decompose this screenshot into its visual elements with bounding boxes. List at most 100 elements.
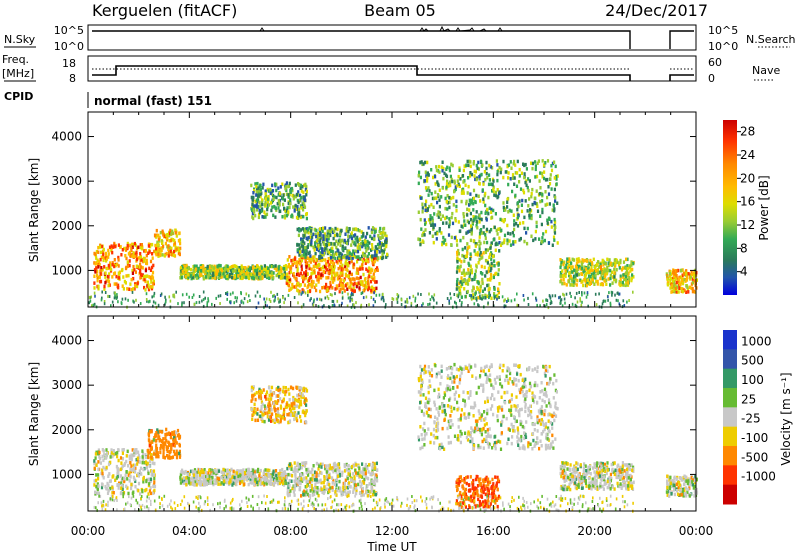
echo-cell [488,263,491,267]
echo-cell [103,284,106,289]
echo-cell [209,275,212,280]
echo-cell [106,491,110,495]
echo-cell [149,275,152,280]
echo-cell [150,286,154,291]
echo-cell [206,474,209,479]
echo-cell [586,259,589,263]
echo-cell [164,442,167,446]
echo-cell [207,299,210,303]
echo-cell [493,264,496,268]
echo-cell [304,249,307,253]
echo-cell [431,295,433,299]
echo-cell [162,441,165,445]
echo-cell [114,291,116,295]
echo-cell [609,276,612,281]
echo-cell [319,258,322,263]
echo-cell [487,211,490,216]
echo-cell [486,278,489,282]
echo-cell [360,303,363,307]
echo-cell [272,264,275,269]
echo-cell [310,279,313,284]
echo-cell [231,264,235,269]
echo-cell [128,287,131,291]
echo-cell [604,273,607,277]
echo-cell [436,231,439,236]
echo-cell [500,218,504,222]
echo-cell [111,263,114,267]
echo-cell [111,300,114,304]
echo-cell [100,298,103,302]
echo-cell [619,274,622,278]
echo-cell [669,270,672,274]
echo-cell [454,185,457,189]
echo-cell [374,256,377,260]
echo-cell [165,233,168,238]
echo-cell [97,265,100,269]
echo-cell [485,270,488,274]
echo-cell [497,268,500,272]
echo-cell [272,482,275,486]
echo-cell [370,228,373,232]
echo-cell [187,266,190,270]
echo-cell [178,248,181,253]
echo-cell [583,273,586,278]
echo-cell [492,187,495,192]
echo-cell [465,163,468,167]
echo-cell [666,277,669,282]
echo-cell [460,303,463,307]
echo-cell [369,270,372,275]
echo-cell [621,280,624,285]
echo-cell [512,240,515,244]
echo-cell [550,168,554,173]
echo-cell [385,242,388,247]
echo-cell [487,283,490,287]
echo-cell [346,251,349,256]
echo-cell [511,230,514,235]
echo-cell [299,215,302,220]
echo-cell [555,182,558,186]
echo-cell [328,463,331,468]
echo-cell [427,193,430,197]
echo-cell [300,472,303,476]
echo-cell [488,292,490,295]
echo-cell [681,268,684,272]
echo-cell [301,254,304,258]
echo-cell [467,267,470,272]
echo-cell [379,226,382,231]
echo-cell [546,299,549,303]
echo-cell [600,273,603,278]
echo-cell [270,271,273,275]
echo-cell [200,266,203,270]
echo-cell [490,276,493,280]
echo-cell [107,483,110,488]
echo-cell [624,275,627,279]
echo-cell [102,247,105,252]
echo-cell [189,478,192,483]
echo-cell [319,254,322,259]
echo-cell [478,244,481,248]
echo-cell [421,304,423,308]
echo-cell [681,289,684,294]
echo-cell [153,480,156,484]
echo-cell [345,274,348,278]
nave-tick-top: 60 [708,56,722,69]
echo-cell [433,196,436,201]
echo-cell [144,279,147,284]
echo-cell [151,285,154,289]
echo-cell [302,256,305,260]
echo-cell [143,277,146,282]
echo-cell [374,245,377,249]
echo-cell [150,491,153,496]
echo-cell [467,176,470,180]
echo-cell [141,488,144,493]
echo-cell [481,277,484,282]
echo-cell [543,170,546,174]
echo-cell [364,281,367,285]
echo-cell [456,252,459,257]
echo-cell [125,256,128,261]
echo-cell [304,255,307,259]
echo-cell [117,276,121,280]
echo-cell [98,259,101,264]
echo-cell [144,249,147,254]
echo-cell [281,481,285,485]
